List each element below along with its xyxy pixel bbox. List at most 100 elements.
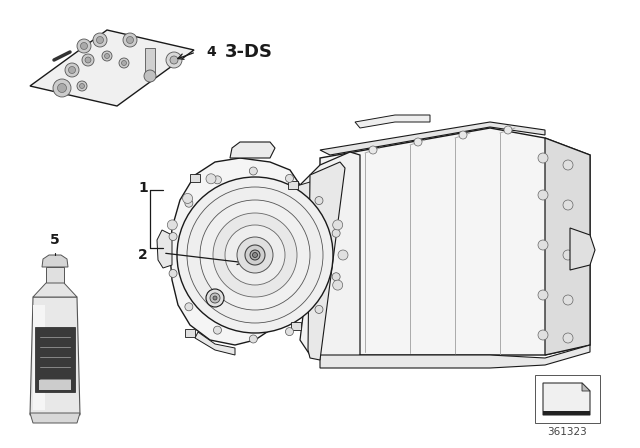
Polygon shape bbox=[42, 255, 68, 267]
Circle shape bbox=[81, 43, 88, 49]
Circle shape bbox=[250, 335, 257, 343]
Circle shape bbox=[104, 53, 109, 59]
Circle shape bbox=[245, 245, 265, 265]
Polygon shape bbox=[355, 115, 430, 128]
Circle shape bbox=[214, 326, 221, 334]
Circle shape bbox=[177, 177, 333, 333]
Circle shape bbox=[68, 66, 76, 73]
Circle shape bbox=[563, 250, 573, 260]
Polygon shape bbox=[582, 383, 590, 391]
Circle shape bbox=[200, 200, 310, 310]
Circle shape bbox=[53, 79, 71, 97]
Circle shape bbox=[93, 33, 107, 47]
Polygon shape bbox=[30, 413, 80, 423]
Text: 361323: 361323 bbox=[547, 427, 587, 437]
Circle shape bbox=[563, 295, 573, 305]
Bar bbox=[185, 329, 195, 337]
Circle shape bbox=[332, 273, 340, 281]
Circle shape bbox=[82, 54, 94, 66]
Polygon shape bbox=[290, 182, 315, 200]
Polygon shape bbox=[170, 158, 310, 345]
Circle shape bbox=[250, 250, 260, 260]
Circle shape bbox=[563, 200, 573, 210]
Polygon shape bbox=[545, 138, 590, 355]
Polygon shape bbox=[33, 305, 45, 410]
Circle shape bbox=[338, 250, 348, 260]
Circle shape bbox=[369, 146, 377, 154]
Circle shape bbox=[563, 160, 573, 170]
Circle shape bbox=[169, 269, 177, 277]
Circle shape bbox=[333, 220, 342, 230]
Polygon shape bbox=[157, 230, 172, 268]
Circle shape bbox=[77, 81, 87, 91]
Text: 2: 2 bbox=[138, 248, 148, 262]
Circle shape bbox=[225, 225, 285, 285]
Circle shape bbox=[127, 36, 134, 43]
Text: 5: 5 bbox=[50, 233, 60, 247]
Circle shape bbox=[237, 237, 273, 273]
Circle shape bbox=[414, 138, 422, 146]
Circle shape bbox=[185, 199, 193, 207]
Circle shape bbox=[65, 63, 79, 77]
Text: 4: 4 bbox=[206, 45, 216, 59]
Circle shape bbox=[206, 289, 224, 307]
Circle shape bbox=[332, 229, 340, 237]
Circle shape bbox=[185, 303, 193, 311]
Circle shape bbox=[285, 327, 294, 336]
Circle shape bbox=[210, 293, 220, 303]
Bar bbox=[145, 48, 155, 76]
Circle shape bbox=[122, 60, 127, 65]
Circle shape bbox=[170, 56, 178, 64]
Bar bbox=[46, 267, 64, 283]
Polygon shape bbox=[230, 142, 275, 158]
Polygon shape bbox=[308, 162, 345, 360]
Bar bbox=[190, 174, 200, 182]
Circle shape bbox=[538, 240, 548, 250]
Circle shape bbox=[77, 39, 91, 53]
Circle shape bbox=[504, 126, 512, 134]
Circle shape bbox=[563, 333, 573, 343]
Bar bbox=[39, 380, 71, 390]
Polygon shape bbox=[30, 30, 194, 106]
Circle shape bbox=[253, 253, 257, 258]
Circle shape bbox=[79, 83, 84, 89]
Circle shape bbox=[315, 197, 323, 205]
Polygon shape bbox=[33, 283, 77, 297]
Polygon shape bbox=[320, 345, 590, 368]
Circle shape bbox=[459, 131, 467, 139]
Circle shape bbox=[538, 290, 548, 300]
Polygon shape bbox=[570, 228, 595, 270]
Circle shape bbox=[85, 57, 91, 63]
Polygon shape bbox=[30, 297, 80, 415]
Circle shape bbox=[167, 220, 177, 230]
Circle shape bbox=[58, 83, 67, 92]
Polygon shape bbox=[300, 152, 360, 365]
Circle shape bbox=[144, 70, 156, 82]
Circle shape bbox=[250, 167, 257, 175]
Circle shape bbox=[538, 330, 548, 340]
Bar bbox=[288, 181, 298, 189]
Bar bbox=[35, 327, 75, 392]
Circle shape bbox=[538, 190, 548, 200]
Circle shape bbox=[182, 194, 193, 203]
Circle shape bbox=[169, 233, 177, 241]
Text: 3-DS: 3-DS bbox=[225, 43, 273, 61]
Circle shape bbox=[213, 213, 297, 297]
Circle shape bbox=[285, 174, 294, 182]
Bar bbox=[543, 411, 590, 415]
Circle shape bbox=[187, 187, 323, 323]
Bar bbox=[291, 322, 301, 330]
Circle shape bbox=[315, 306, 323, 314]
Text: 1: 1 bbox=[138, 181, 148, 195]
Circle shape bbox=[214, 176, 221, 184]
Circle shape bbox=[123, 33, 137, 47]
Circle shape bbox=[213, 296, 217, 300]
Circle shape bbox=[206, 174, 216, 184]
Circle shape bbox=[102, 51, 112, 61]
Circle shape bbox=[166, 52, 182, 68]
Bar bbox=[535, 375, 600, 423]
Circle shape bbox=[97, 36, 104, 43]
Circle shape bbox=[333, 280, 342, 290]
Polygon shape bbox=[320, 128, 590, 355]
Circle shape bbox=[538, 153, 548, 163]
